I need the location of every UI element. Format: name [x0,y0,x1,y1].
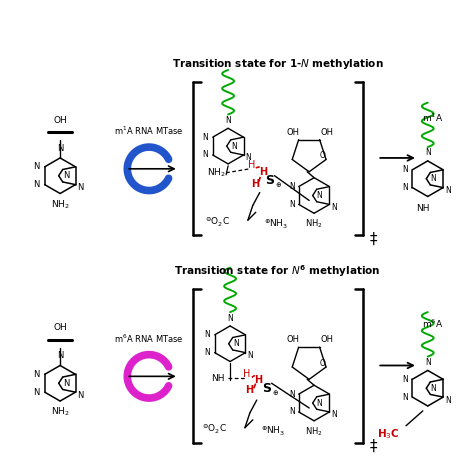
Text: OH: OH [287,128,300,137]
Text: N: N [289,390,295,399]
Text: N: N [246,154,251,163]
Text: N: N [57,144,64,153]
Text: N: N [331,203,337,212]
Text: OH: OH [53,323,67,332]
Text: N: N [77,183,83,192]
Text: N: N [204,348,210,357]
Text: N: N [289,182,295,191]
Text: m$^6$A: m$^6$A [422,318,443,330]
Text: S: S [262,382,271,395]
Text: NH$_2$: NH$_2$ [51,406,69,418]
Text: N: N [425,358,430,367]
Text: N: N [64,171,70,180]
Text: N: N [445,186,451,195]
Text: NH$_2$: NH$_2$ [51,198,69,210]
Text: N: N [77,391,83,400]
Text: Transition state for 1-$\mathbf{\mathit{N}}$ methylation: Transition state for 1-$\mathbf{\mathit{… [172,57,383,71]
Text: H: H [259,167,267,177]
Text: N: N [234,339,239,348]
Text: N: N [227,313,233,322]
Text: N: N [402,165,408,174]
Text: NH$_2$: NH$_2$ [305,426,323,438]
Text: N: N [425,148,430,157]
Text: N: N [247,351,253,360]
Text: N: N [402,392,408,401]
Text: ‡: ‡ [370,439,377,454]
Text: N: N [289,408,295,417]
Text: N: N [232,142,237,151]
Text: ‡: ‡ [370,231,377,246]
Text: Transition state for $\mathbf{\mathit{N}^6}$ methylation: Transition state for $\mathbf{\mathit{N}… [174,264,381,280]
Text: m$^6$A RNA MTase: m$^6$A RNA MTase [114,333,184,345]
Text: N: N [34,370,40,379]
Text: N: N [430,174,436,183]
Text: NH: NH [211,374,225,383]
Text: $^{\ominus}$O$_2$C: $^{\ominus}$O$_2$C [205,216,230,229]
Text: H: H [243,369,251,379]
Text: OH: OH [320,128,333,137]
Text: N: N [34,162,40,171]
Text: m$^1$A RNA MTase: m$^1$A RNA MTase [114,125,184,137]
Text: N: N [445,396,451,405]
Text: S: S [265,174,274,187]
Text: OH: OH [320,335,333,344]
Text: $^{\oplus}$: $^{\oplus}$ [275,182,282,192]
Text: OH: OH [53,116,67,125]
Text: $^{\oplus}$: $^{\oplus}$ [272,390,279,400]
Text: $^{\ominus}$O$_2$C: $^{\ominus}$O$_2$C [202,423,227,436]
Text: H: H [251,179,259,189]
Text: O: O [320,359,326,368]
Text: N: N [430,384,436,392]
Text: H: H [248,160,255,170]
Text: N: N [317,399,322,408]
Text: N: N [402,375,408,384]
Text: NH$_2$: NH$_2$ [207,166,226,179]
Text: N: N [317,191,322,200]
Text: H: H [254,375,262,385]
Text: $^{\oplus}$NH$_3$: $^{\oplus}$NH$_3$ [261,425,285,438]
Text: N: N [402,183,408,192]
Text: NH$_2$: NH$_2$ [305,218,323,230]
Text: OH: OH [287,335,300,344]
Text: NH: NH [416,204,429,213]
Text: H: H [245,385,253,395]
Text: $^{\oplus}$NH$_3$: $^{\oplus}$NH$_3$ [264,218,288,231]
Text: N: N [57,351,64,360]
Text: N: N [34,388,40,397]
Text: N: N [225,116,231,125]
Text: N: N [34,180,40,189]
Text: N: N [289,200,295,209]
Text: N: N [331,410,337,419]
Text: N: N [202,150,208,159]
Text: N: N [64,379,70,388]
Text: O: O [320,152,326,161]
Text: N: N [204,330,210,339]
Text: H$_3$C: H$_3$C [377,427,400,440]
Text: m$^1$A: m$^1$A [422,111,443,124]
Text: N: N [202,133,208,142]
